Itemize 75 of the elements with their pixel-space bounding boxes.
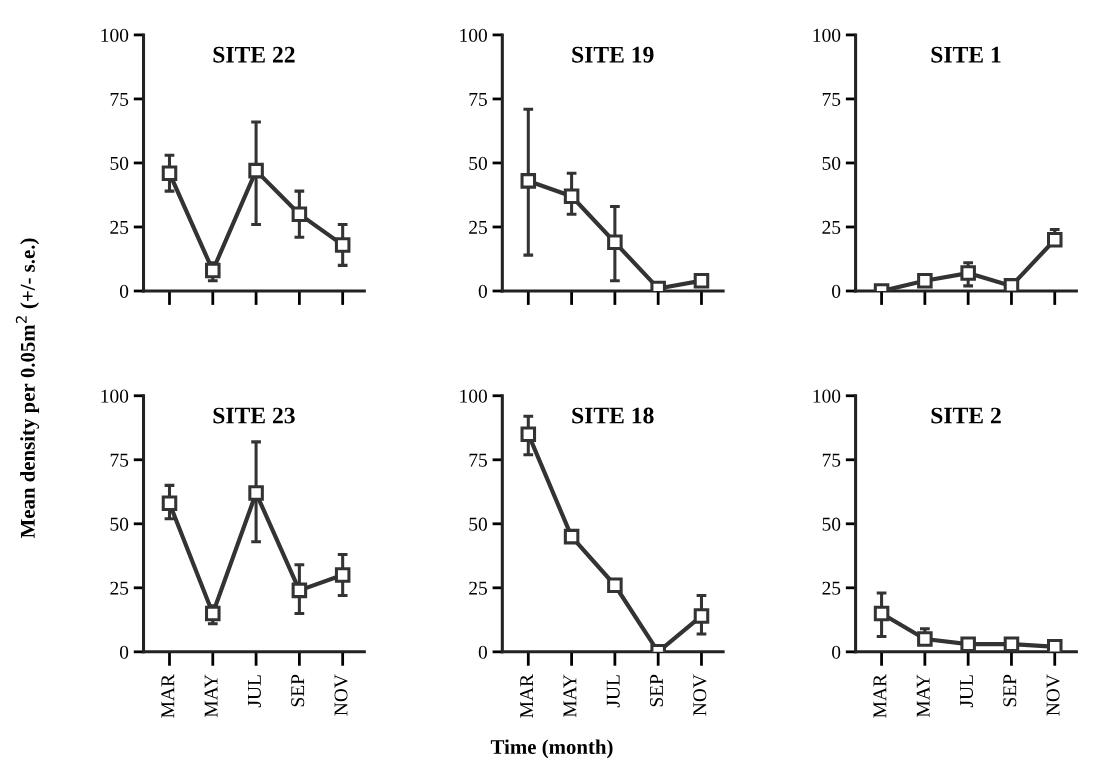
y-tick-label: 100: [813, 389, 841, 403]
chart-title: SITE 1: [931, 46, 1001, 63]
point: [291, 582, 308, 599]
x-tick-label: MAR: [873, 674, 887, 718]
x-tick-label: MAY: [916, 674, 930, 718]
point: [520, 173, 537, 189]
x-tick-label: NOV: [693, 674, 707, 716]
y-tick-label: 50: [110, 517, 129, 531]
y-tick-label: 75: [822, 92, 841, 106]
y-tick-label: 75: [469, 92, 487, 106]
x-tick-label: SEP: [1003, 674, 1017, 707]
y-tick-label: 100: [101, 389, 129, 403]
y-tick-label: 25: [110, 220, 129, 234]
y-tick-label: 0: [119, 645, 129, 659]
y-axis-title: Mean density per 0.05m$^{2}$ (+/- s.e.): [15, 238, 40, 539]
point: [334, 567, 351, 583]
chart-title: SITE 18: [572, 407, 654, 424]
y-tick-label: 50: [110, 156, 129, 170]
y-tick-label: 100: [101, 28, 129, 42]
point: [693, 272, 710, 289]
chart-title: SITE 19: [572, 46, 654, 63]
x-tick-label: JUL: [606, 675, 620, 708]
y-tick-label: 0: [478, 645, 487, 659]
y-tick-label: 50: [469, 156, 487, 170]
point: [607, 577, 623, 594]
y-tick-label: 25: [469, 220, 487, 234]
y-tick-label: 100: [460, 389, 487, 403]
x-tick-label: SEP: [649, 674, 664, 707]
y-tick-label: 75: [469, 453, 487, 467]
point: [291, 206, 308, 222]
x-tick-label: MAR: [161, 674, 175, 718]
point: [161, 495, 178, 512]
y-tick-label: 25: [110, 581, 129, 595]
y-tick-label: 0: [478, 284, 487, 298]
y-tick-label: 50: [469, 517, 487, 531]
chart-title: SITE 22: [213, 46, 295, 63]
y-tick-label: 25: [822, 220, 841, 234]
point: [334, 237, 351, 253]
chart-title: SITE 2: [931, 407, 1001, 424]
y-tick-label: 75: [822, 453, 841, 467]
y-tick-label: 0: [119, 284, 129, 298]
y-tick-label: 25: [822, 581, 841, 595]
y-tick-label: 50: [822, 156, 841, 170]
y-tick-label: 75: [110, 453, 129, 467]
point: [248, 485, 264, 501]
y-tick-label: 0: [832, 284, 841, 298]
y-tick-label: 100: [813, 28, 841, 42]
x-axis-title: Time (month): [490, 739, 613, 759]
x-tick-label: NOV: [334, 674, 348, 716]
x-tick-label: MAY: [204, 674, 218, 718]
point: [205, 262, 221, 279]
point: [693, 608, 710, 624]
chart-title: SITE 23: [213, 407, 295, 424]
point: [1003, 278, 1020, 291]
point: [563, 188, 580, 205]
point: [960, 265, 976, 281]
point: [607, 234, 623, 251]
x-tick-label: MAY: [563, 674, 577, 718]
point: [1046, 232, 1063, 248]
point: [248, 162, 264, 179]
y-tick-label: 25: [469, 581, 487, 595]
point: [917, 272, 933, 289]
point: [520, 426, 537, 442]
x-tick-label: SEP: [291, 674, 305, 707]
x-tick-label: JUL: [248, 675, 261, 708]
y-tick-label: 75: [110, 92, 129, 106]
y-tick-label: 0: [832, 645, 841, 659]
y-tick-label: 100: [460, 28, 487, 42]
x-tick-label: JUL: [960, 675, 974, 708]
point: [563, 528, 580, 545]
y-tick-label: 50: [822, 517, 841, 531]
x-tick-label: NOV: [1046, 674, 1060, 716]
x-tick-label: MAR: [520, 674, 533, 718]
point: [161, 165, 178, 181]
point: [205, 605, 221, 622]
